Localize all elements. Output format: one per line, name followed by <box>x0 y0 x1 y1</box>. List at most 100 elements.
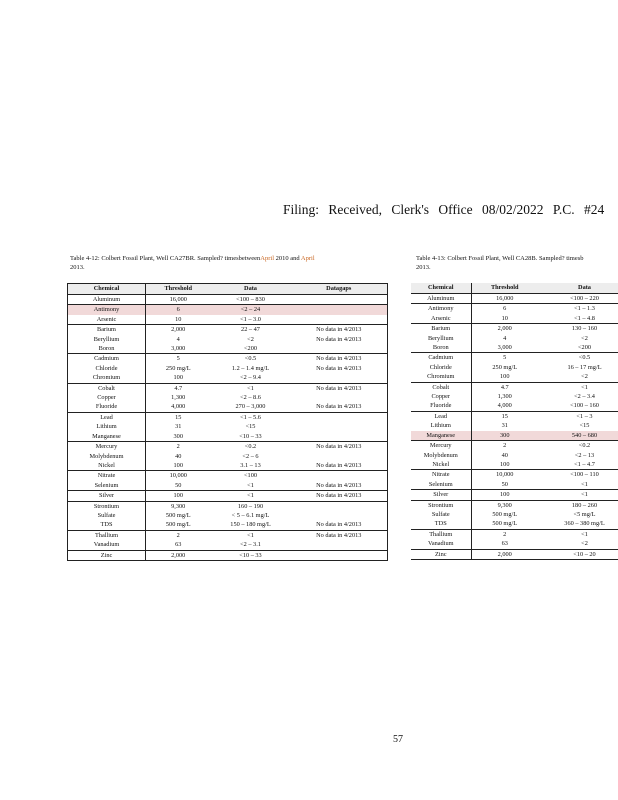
data-cell: < 5 – 6.1 mg/L <box>231 511 270 519</box>
table-row: Mercury 2 <0.2 <box>411 440 618 451</box>
data-cell: <2 <box>581 373 588 381</box>
chemical-cell: Beryllium <box>411 333 472 344</box>
chemical-cell: Lead <box>67 411 146 423</box>
datagaps-cell <box>291 393 388 402</box>
threshold-cell: 500 mg/L <box>165 521 191 529</box>
datagaps-cell: No data in 4/2013 <box>316 481 362 489</box>
threshold-cell: 31 <box>501 422 508 430</box>
data-cell: <2 – 8.6 <box>240 394 261 402</box>
chemical-cell: Sulfate <box>411 509 472 520</box>
threshold-cell: 4,000 <box>171 403 186 411</box>
data-cell: 3.1 – 13 <box>240 461 261 469</box>
table-row: Beryllium 4 <2 No data in 4/2013 <box>67 334 388 345</box>
column-header: Chemical <box>67 283 146 295</box>
column-header: Datagaps <box>290 283 388 295</box>
threshold-cell: 50 <box>175 481 182 489</box>
caption-text: April <box>260 255 275 262</box>
threshold-cell: 1,300 <box>497 393 512 401</box>
table-row: Lead 15 <1 – 5.6 <box>67 411 388 423</box>
chemical-cell: Arsenic <box>67 314 146 325</box>
table-row: Aluminum 16,000 <100 – 830 <box>67 293 388 305</box>
chemical-cell: Manganese <box>67 431 146 442</box>
threshold-cell: 100 <box>500 460 510 468</box>
threshold-cell: 2 <box>145 529 211 541</box>
table-row: Cadmium 5 <0.5 No data in 4/2013 <box>67 353 388 364</box>
chemical-cell: Beryllium <box>67 334 146 345</box>
threshold-cell: 2,000 <box>145 549 211 561</box>
chemical-cell: Chromium <box>67 373 146 384</box>
datagaps-cell: No data in 4/2013 <box>290 353 388 364</box>
threshold-cell: 2 <box>471 440 538 451</box>
chemical-cell: Chloride <box>67 363 146 374</box>
threshold-cell: 5 <box>471 352 538 363</box>
datagaps-cell <box>290 293 388 305</box>
table-row: Beryllium 4 <2 <box>411 333 618 344</box>
threshold-cell: 31 <box>175 423 182 431</box>
chemical-cell: Thallium <box>67 529 146 541</box>
table-row: Chromium 100 <2 <box>411 372 618 383</box>
filing-stamp: Filing: Received, Clerk's Office 08/02/2… <box>283 202 605 217</box>
table-row: Sulfate 500 mg/L <5 mg/L <box>411 509 618 520</box>
data-cell: 270 – 3,000 <box>235 403 266 411</box>
threshold-cell: 4 <box>176 335 180 343</box>
threshold-cell: 16,000 <box>471 292 538 304</box>
chemical-cell: Nitrate <box>67 470 146 481</box>
threshold-cell: 9,300 <box>471 499 538 510</box>
data-cell: <100 <box>210 470 291 481</box>
caption-text: April <box>300 255 315 262</box>
chemical-cell: Boron <box>411 343 472 353</box>
data-cell: <1 – 3 <box>538 410 618 422</box>
table-row: Manganese 300 <10 – 33 <box>67 431 388 442</box>
datagaps-cell: No data in 4/2013 <box>290 529 388 541</box>
data-cell: <2 – 6 <box>242 452 259 460</box>
datagaps-cell <box>290 470 388 481</box>
chemical-cell: Nitrate <box>411 469 472 480</box>
chemical-cell: Silver <box>411 489 472 501</box>
chemical-cell: Zinc <box>67 549 146 561</box>
data-cell: <2 – 9.4 <box>240 374 261 382</box>
threshold-cell: 100 <box>145 490 211 502</box>
data-cell: <200 <box>578 344 591 352</box>
chemical-cell: Thallium <box>411 528 472 540</box>
threshold-cell: 250 mg/L <box>492 363 518 371</box>
table-row: Cadmium 5 <0.5 <box>411 352 618 363</box>
threshold-cell: 3,000 <box>171 345 186 353</box>
data-cell: <2 <box>581 334 588 342</box>
datagaps-cell <box>291 315 388 325</box>
chemical-cell: Mercury <box>67 441 146 452</box>
threshold-cell: 50 <box>501 480 508 488</box>
threshold-cell: 2,000 <box>471 548 538 560</box>
threshold-cell: 500 mg/L <box>165 511 191 519</box>
data-cell: <2 – 13 <box>574 451 595 459</box>
threshold-cell: 15 <box>471 410 538 422</box>
caption-text: Table 4-13: Colbert Fossil Plant, Well C… <box>416 255 584 262</box>
chemical-cell: Lithium <box>67 422 146 432</box>
table-row: Antimony 6 <1 – 1.3 <box>411 303 618 314</box>
data-cell: 16 – 17 mg/L <box>567 363 602 371</box>
chemical-cell: Cobalt <box>67 382 146 394</box>
data-cell: 130 – 160 <box>538 323 618 334</box>
threshold-cell: 6 <box>471 303 538 314</box>
data-cell: <10 – 20 <box>538 548 618 560</box>
threshold-cell: 40 <box>501 451 508 459</box>
data-cell: <200 <box>244 345 257 353</box>
data-cell: <1 – 3.0 <box>240 315 261 323</box>
threshold-cell: 4.7 <box>471 381 538 393</box>
data-cell: <15 <box>579 422 590 430</box>
table-row: Boron 3,000 <200 <box>67 344 388 354</box>
data-cell: <1 <box>538 381 618 393</box>
chemical-cell: Cadmium <box>411 352 472 363</box>
chemical-cell: Antimony <box>67 304 146 315</box>
threshold-cell: 1,300 <box>171 394 186 402</box>
datagaps-cell <box>291 432 388 442</box>
table-row: Arsenic 10 <1 – 4.8 <box>411 313 618 324</box>
table-row: Manganese 300 540 – 680 <box>411 430 618 441</box>
datagaps-cell <box>290 411 388 423</box>
table-row: Selenium 50 <1 <box>411 479 618 490</box>
data-cell: <1 <box>538 489 618 501</box>
chemical-cell: Chloride <box>411 362 472 373</box>
table-row: Barium 2,000 22 – 47 No data in 4/2013 <box>67 324 388 335</box>
data-cell: <1 <box>210 529 291 541</box>
chemical-cell: Molybdenum <box>411 450 472 460</box>
threshold-cell: 300 <box>471 430 538 441</box>
